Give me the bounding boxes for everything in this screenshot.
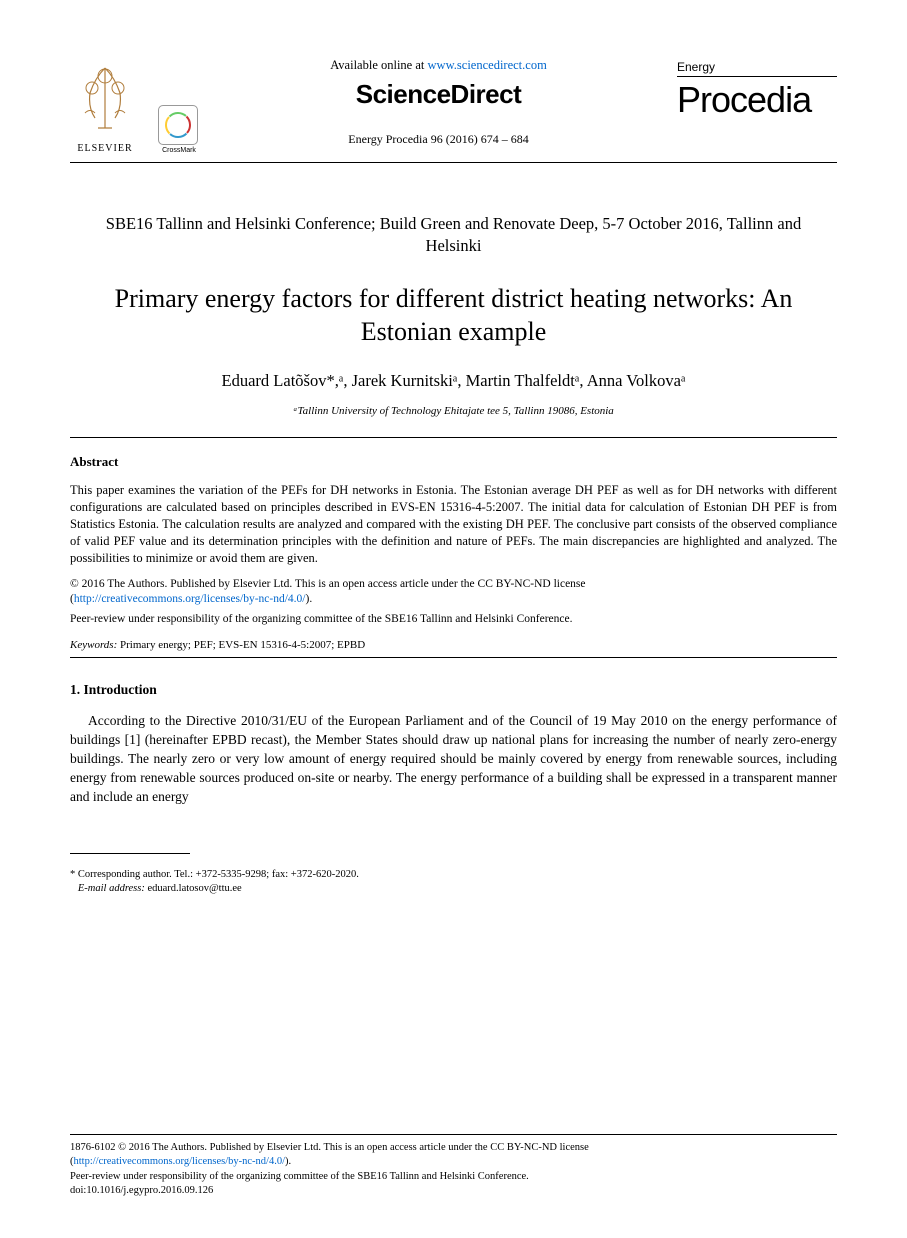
footer-peer-review: Peer-review under responsibility of the … [70,1171,529,1182]
crossmark-badge[interactable]: CrossMark [158,105,200,154]
footer-license-link[interactable]: http://creativecommons.org/licenses/by-n… [74,1156,286,1167]
author-list: Eduard Latõšov*,ᵃ, Jarek Kurnitskiᵃ, Mar… [70,371,837,391]
introduction-heading: 1. Introduction [70,682,837,698]
footnote-divider [70,853,190,854]
journal-logo: Energy Procedia [677,58,837,121]
elsevier-tree-icon [70,58,140,136]
crossmark-label: CrossMark [158,147,200,154]
rule-above-abstract [70,437,837,438]
footnotes: * Corresponding author. Tel.: +372-5335-… [70,868,837,897]
paper-title: Primary energy factors for different dis… [80,282,827,350]
introduction-body: According to the Directive 2010/31/EU of… [70,712,837,806]
sciencedirect-logo: ScienceDirect [210,79,667,110]
elsevier-label: ELSEVIER [70,143,140,154]
keywords-text: Primary energy; PEF; EVS-EN 15316-4-5:20… [117,639,365,651]
email-label: E-mail address: [78,883,145,894]
rule-below-keywords [70,657,837,658]
crossmark-icon [158,105,198,145]
copyright-block: © 2016 The Authors. Published by Elsevie… [70,577,837,608]
page-footer: 1876-6102 © 2016 The Authors. Published … [70,1134,837,1198]
email-address: eduard.latosov@ttu.ee [145,883,242,894]
keywords-line: Keywords: Primary energy; PEF; EVS-EN 15… [70,639,837,651]
footer-copyright: 1876-6102 © 2016 The Authors. Published … [70,1142,589,1153]
sciencedirect-url-link[interactable]: www.sciencedirect.com [428,58,547,72]
peer-review-line: Peer-review under responsibility of the … [70,612,837,628]
corresponding-author-note: * Corresponding author. Tel.: +372-5335-… [70,868,837,883]
email-line: E-mail address: eduard.latosov@ttu.ee [70,882,837,897]
conference-info: SBE16 Tallinn and Helsinki Conference; B… [90,213,817,258]
journal-reference: Energy Procedia 96 (2016) 674 – 684 [210,132,667,147]
available-prefix: Available online at [330,58,427,72]
header-center: Available online at www.sciencedirect.co… [200,58,677,147]
keywords-label: Keywords: [70,639,117,651]
footer-doi: doi:10.1016/j.egypro.2016.09.126 [70,1185,213,1196]
abstract-heading: Abstract [70,454,837,470]
header-rule [70,162,837,163]
abstract-body: This paper examines the variation of the… [70,482,837,566]
available-online-line: Available online at www.sciencedirect.co… [210,58,667,73]
left-logo-group: ELSEVIER CrossMark [70,58,200,154]
license-link[interactable]: http://creativecommons.org/licenses/by-n… [74,593,306,605]
elsevier-logo: ELSEVIER [70,58,140,154]
energy-label: Energy [677,60,837,77]
procedia-label: Procedia [677,79,837,121]
page-header: ELSEVIER CrossMark Available online at w… [70,58,837,154]
copyright-line: © 2016 The Authors. Published by Elsevie… [70,578,586,590]
affiliation: ᵃTallinn University of Technology Ehitaj… [70,405,837,417]
